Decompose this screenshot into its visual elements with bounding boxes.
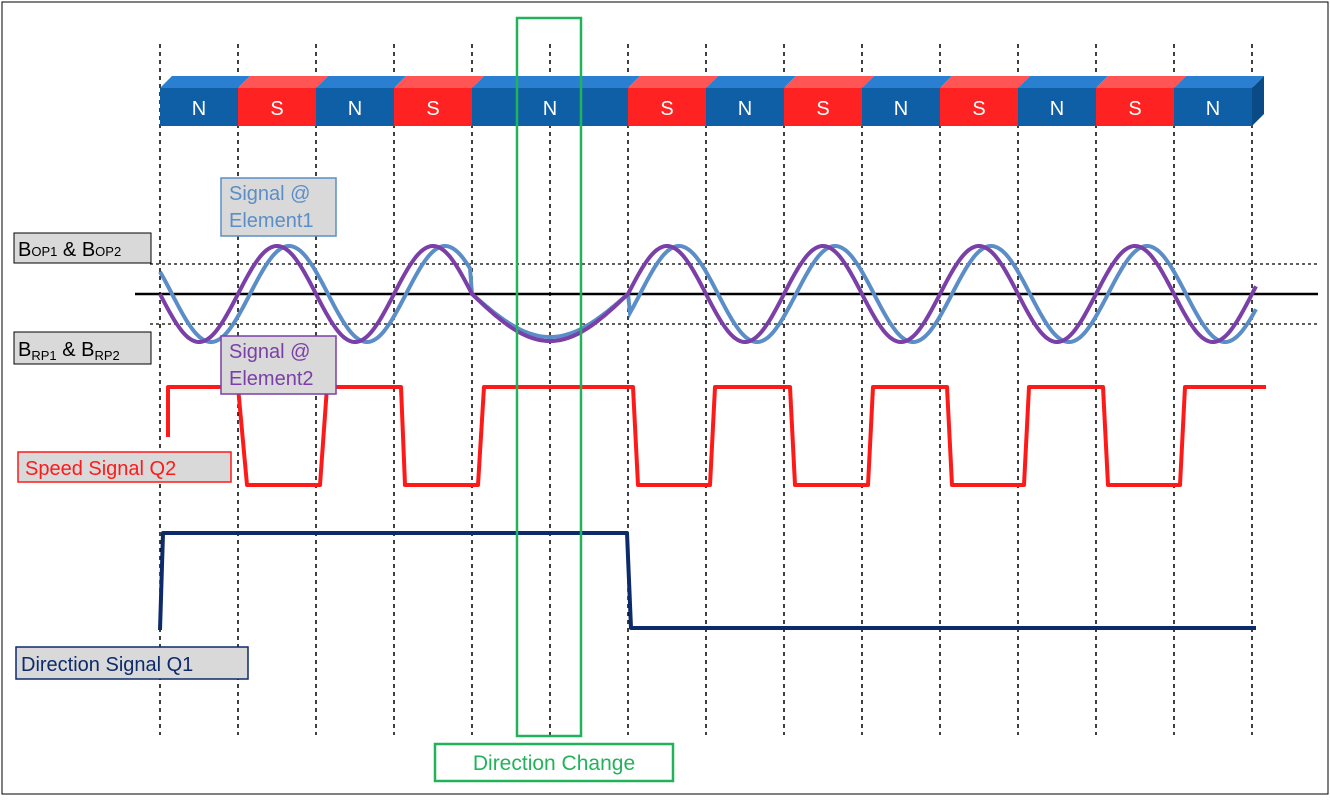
magnet-pole-top <box>1018 76 1108 88</box>
magnet-pole-block <box>1096 88 1174 126</box>
magnet-pole-top <box>394 76 484 88</box>
direction-change-highlight <box>515 16 583 738</box>
signal-element2-line1: Signal @ <box>229 341 310 363</box>
magnet-pole-block <box>472 88 628 126</box>
brp-threshold-label: BRP1 & BRP2 <box>13 331 152 365</box>
magnet-pole-top <box>784 76 874 88</box>
magnet-pole-label: S <box>816 98 829 120</box>
magnet-pole-block <box>316 88 394 126</box>
speed-signal-label: Speed Signal Q2 <box>17 451 232 483</box>
magnet-pole-block <box>940 88 1018 126</box>
magnet-pole-block <box>784 88 862 126</box>
signal-element1-line1: Signal @ <box>229 183 310 205</box>
direction-signal-label: Direction Signal Q1 <box>15 646 249 680</box>
signal-element2-label: Signal @ Element2 <box>220 335 337 395</box>
magnet-pole-top <box>862 76 952 88</box>
direction-signal-label-text: Direction Signal Q1 <box>21 654 193 676</box>
magnet-pole-label: S <box>1128 98 1141 120</box>
signal-element1-line2: Element1 <box>229 210 314 232</box>
signal-element2-line2: Element2 <box>229 368 314 390</box>
magnet-pole-top <box>628 76 718 88</box>
magnet-pole-top <box>1174 76 1264 88</box>
speed-signal-waveform <box>166 385 1266 487</box>
magnet-pole-top <box>472 76 640 88</box>
magnet-pole-block <box>628 88 706 126</box>
magnet-pole-top <box>1096 76 1186 88</box>
magnet-pole-block <box>160 88 238 126</box>
brp-label-text: BRP1 & BRP2 <box>18 339 120 363</box>
magnet-pole-label: N <box>1206 98 1220 120</box>
magnet-pole-label: S <box>270 98 283 120</box>
magnet-pole-block <box>706 88 784 126</box>
element1-signal-wave <box>158 244 1258 344</box>
magnet-pole-label: S <box>972 98 985 120</box>
bop-threshold-label: BOP1 & BOP2 <box>13 232 152 264</box>
bop-label-text: BOP1 & BOP2 <box>18 239 121 261</box>
element2-signal-wave <box>158 244 1258 344</box>
magnet-pole-block <box>394 88 472 126</box>
magnet-pole-top <box>160 76 250 88</box>
magnet-pole-block <box>1018 88 1096 126</box>
magnet-pole-top <box>238 76 328 88</box>
speed-signal-label-text: Speed Signal Q2 <box>25 458 176 480</box>
magnet-pole-top <box>706 76 796 88</box>
magnet-pole-label: N <box>543 98 557 120</box>
magnet-pole-top <box>316 76 406 88</box>
magnet-pole-label: N <box>1050 98 1064 120</box>
magnet-pole-top <box>940 76 1030 88</box>
magnet-pole-label: N <box>894 98 908 120</box>
direction-change-label: Direction Change <box>433 742 675 783</box>
magnet-pole-block <box>862 88 940 126</box>
signal-element1-label: Signal @ Element1 <box>220 177 337 237</box>
direction-change-label-text: Direction Change <box>473 752 635 775</box>
magnet-pole-block <box>238 88 316 126</box>
magnet-pole-label: N <box>192 98 206 120</box>
magnet-pole-block <box>1174 88 1252 126</box>
magnet-pole-label: N <box>348 98 362 120</box>
direction-signal-waveform <box>158 531 1256 631</box>
magnet-pole-label: S <box>426 98 439 120</box>
magnet-strip-side <box>1252 76 1264 126</box>
magnet-pole-label: S <box>660 98 673 120</box>
magnet-pole-label: N <box>738 98 752 120</box>
